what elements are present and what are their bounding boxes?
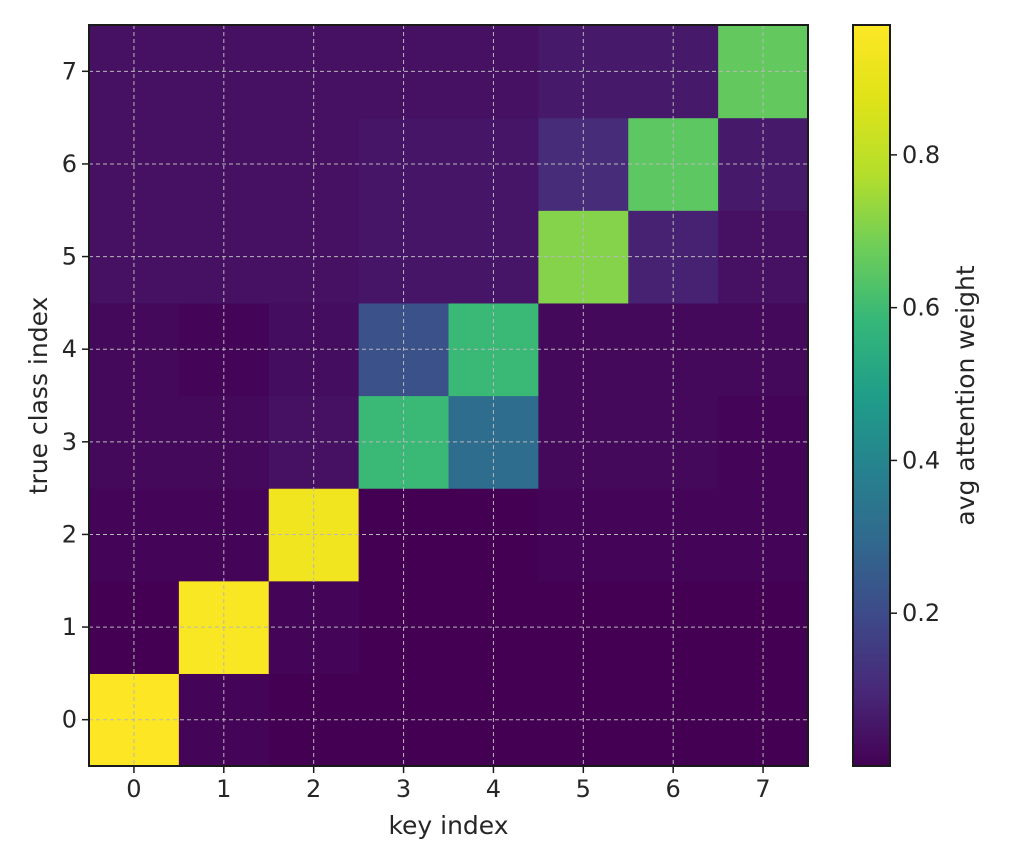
y-tick-label: 7: [62, 57, 77, 85]
y-tick-label: 2: [62, 520, 77, 548]
heatmap-cells: [89, 25, 809, 767]
y-tick-label: 3: [62, 428, 77, 456]
colorbar: [853, 25, 890, 766]
plot-frame: [88, 24, 809, 767]
x-tick-label: 6: [666, 775, 681, 803]
y-tick-label: 0: [62, 706, 77, 734]
x-tick-label: 3: [396, 775, 411, 803]
x-tick-label: 7: [755, 775, 770, 803]
colorbar-ticks: 0.2 0.4 0.6 0.8: [890, 141, 940, 627]
colorbar-frame: [852, 24, 891, 767]
y-tick-label: 1: [62, 613, 77, 641]
x-tick-label: 2: [306, 775, 321, 803]
x-axis-ticks: 0 1 2 3 4 5 6 7: [126, 766, 771, 803]
x-tick-label: 1: [216, 775, 231, 803]
y-axis-label: true class index: [24, 297, 53, 495]
y-axis-ticks: 0 1 2 3 4 5 6 7: [62, 57, 89, 734]
y-tick-label: 5: [62, 243, 77, 271]
colorbar-tick-label: 0.4: [902, 446, 940, 474]
x-axis-label: key index: [388, 811, 508, 840]
colorbar-tick-label: 0.2: [902, 599, 940, 627]
y-tick-label: 6: [62, 150, 77, 178]
x-tick-label: 0: [126, 775, 141, 803]
y-tick-label: 4: [62, 335, 77, 363]
colorbar-label: avg attention weight: [951, 265, 980, 525]
colorbar-tick-label: 0.6: [902, 294, 940, 322]
colorbar-tick-label: 0.8: [902, 141, 940, 169]
x-tick-label: 5: [576, 775, 591, 803]
heatmap-grid: [89, 25, 808, 766]
x-tick-label: 4: [486, 775, 501, 803]
